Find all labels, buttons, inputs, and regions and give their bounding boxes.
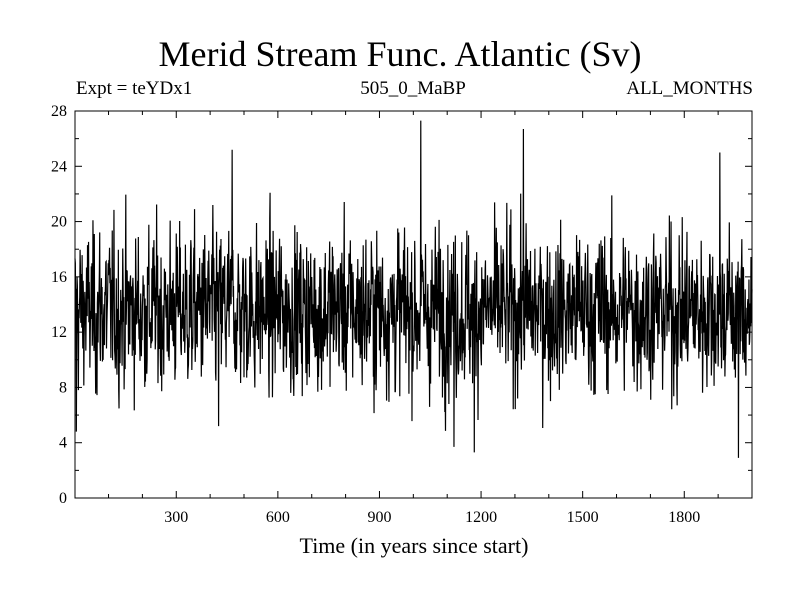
y-tick-label: 12 <box>51 324 67 341</box>
x-tick-label: 1800 <box>668 509 700 526</box>
y-tick-label: 8 <box>59 379 67 396</box>
x-tick-label: 300 <box>164 509 188 526</box>
experiment-label: Expt = teYDx1 <box>76 78 193 99</box>
series-line <box>74 120 753 458</box>
y-tick-label: 24 <box>51 158 67 175</box>
series-layer <box>74 120 753 458</box>
y-tick-label: 16 <box>51 269 67 286</box>
y-tick-label: 20 <box>51 214 67 231</box>
x-axis-label: Time (in years since start) <box>300 533 529 558</box>
y-tick-label: 28 <box>51 103 67 120</box>
x-tick-label: 1500 <box>567 509 599 526</box>
period-label: 505_0_MaBP <box>360 78 466 99</box>
chart-title: Merid Stream Func. Atlantic (Sv) <box>158 34 642 74</box>
x-tick-label: 900 <box>367 509 391 526</box>
months-label: ALL_MONTHS <box>626 78 753 99</box>
axis-layer: 0 4 8 12 16 20 24 28 300 600 900 1200 1500 1800 <box>51 103 752 526</box>
x-tick-label: 1200 <box>465 509 497 526</box>
x-tick-label: 600 <box>266 509 290 526</box>
y-tick-label: 0 <box>59 490 67 507</box>
y-tick-label: 4 <box>59 435 67 452</box>
